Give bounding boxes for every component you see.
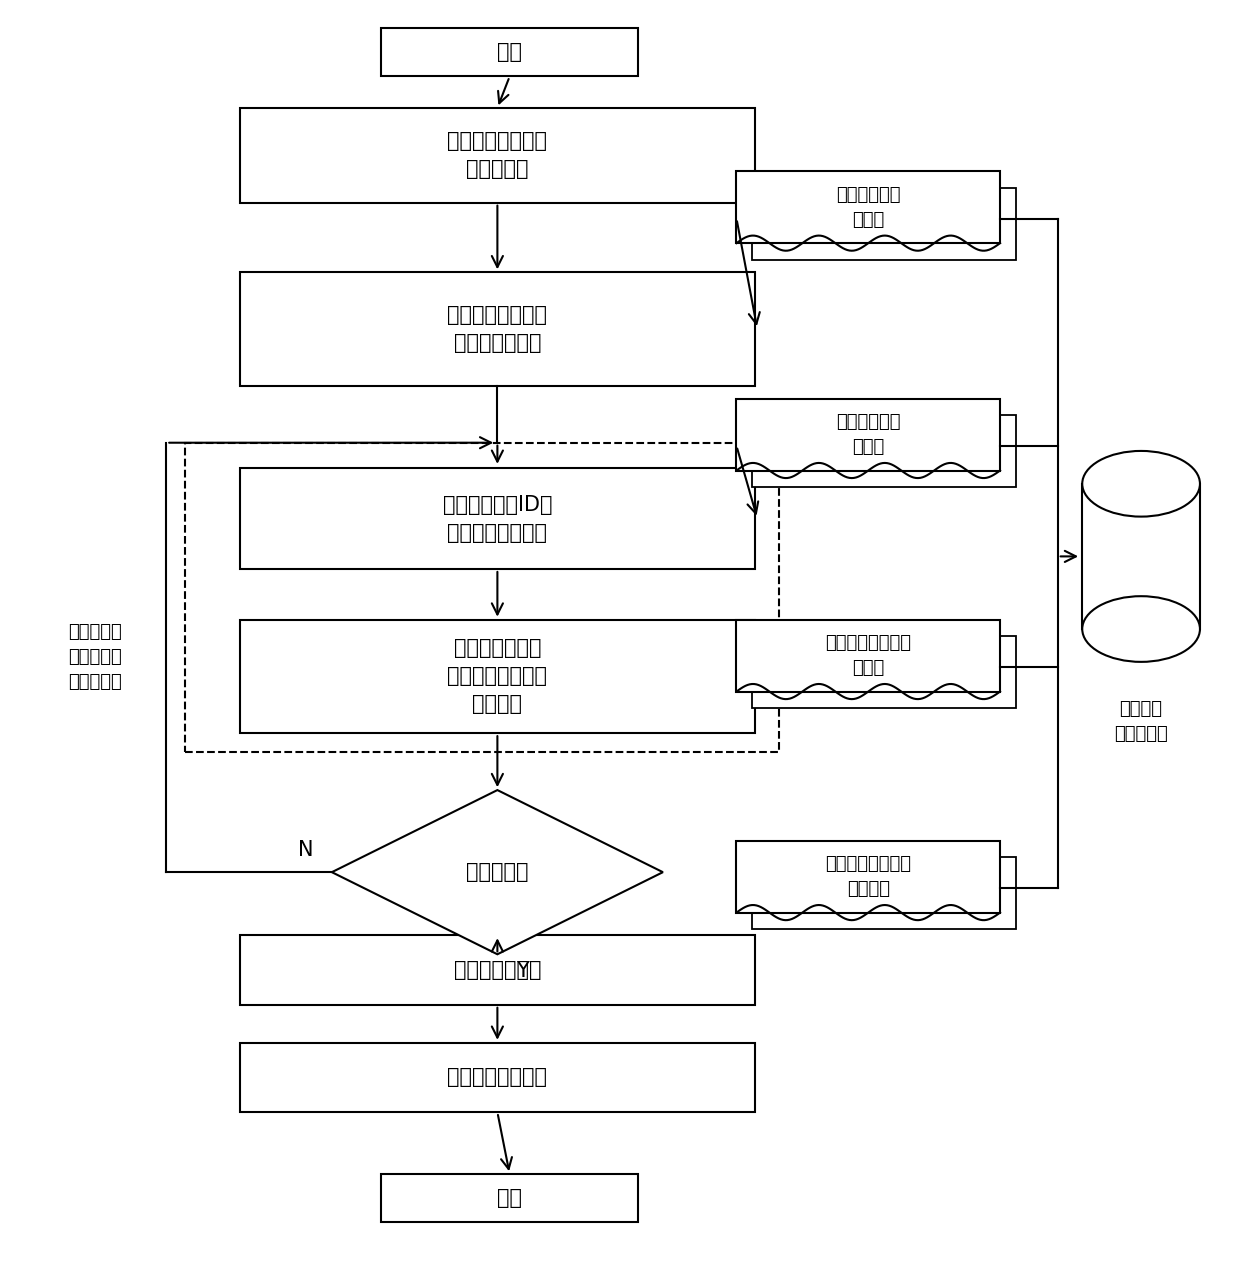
Polygon shape: [332, 790, 663, 954]
Bar: [737, 398, 1001, 470]
Text: 产品分层故障树信
息数据表: 产品分层故障树信 息数据表: [826, 856, 911, 898]
Bar: [239, 1043, 755, 1112]
Bar: [185, 443, 780, 752]
Text: 显示或打印故障树: 显示或打印故障树: [448, 1068, 547, 1088]
Bar: [737, 619, 1001, 692]
Bar: [737, 840, 1001, 913]
Text: N: N: [298, 839, 314, 859]
Text: 产品故障模式信息
数据表: 产品故障模式信息 数据表: [826, 635, 911, 677]
Bar: [737, 171, 1001, 243]
Text: 产品基本信息
数据表: 产品基本信息 数据表: [836, 185, 900, 229]
Bar: [1083, 484, 1200, 630]
Ellipse shape: [1083, 596, 1200, 661]
Text: 是否完成？: 是否完成？: [466, 862, 528, 882]
Text: 根据故障模式ID，
搜索故障原因记录: 根据故障模式ID， 搜索故障原因记录: [443, 494, 552, 543]
Text: 查询对应的故障模
式，作为顶事件: 查询对应的故障模 式，作为顶事件: [448, 305, 547, 352]
Text: Y: Y: [516, 960, 528, 981]
Ellipse shape: [1083, 451, 1200, 517]
Bar: [737, 619, 1001, 692]
Bar: [737, 171, 1001, 243]
Text: 产品构成信息
数据表: 产品构成信息 数据表: [836, 412, 900, 456]
Bar: [381, 1174, 639, 1222]
Bar: [239, 935, 755, 1005]
Bar: [239, 619, 755, 733]
Bar: [753, 188, 1016, 259]
Bar: [737, 398, 1001, 470]
Text: 以每个中间
事件为顶事
件进行分解: 以每个中间 事件为顶事 件进行分解: [68, 623, 122, 691]
Text: 根据故障现象，确
定故障产品: 根据故障现象，确 定故障产品: [448, 132, 547, 179]
Text: 开始: 开始: [497, 42, 522, 63]
Text: 解析故障原因记
录，分解为下一层
中间事件: 解析故障原因记 录，分解为下一层 中间事件: [448, 638, 547, 714]
Bar: [737, 840, 1001, 913]
Bar: [753, 415, 1016, 487]
Text: 找到所有底事件: 找到所有底事件: [454, 960, 541, 979]
Bar: [753, 636, 1016, 707]
Bar: [239, 467, 755, 570]
Bar: [381, 28, 639, 77]
Bar: [239, 272, 755, 386]
Text: 产品信息
关系数据库: 产品信息 关系数据库: [1115, 700, 1168, 743]
Text: 结束: 结束: [497, 1188, 522, 1208]
Bar: [753, 857, 1016, 928]
Bar: [239, 109, 755, 203]
